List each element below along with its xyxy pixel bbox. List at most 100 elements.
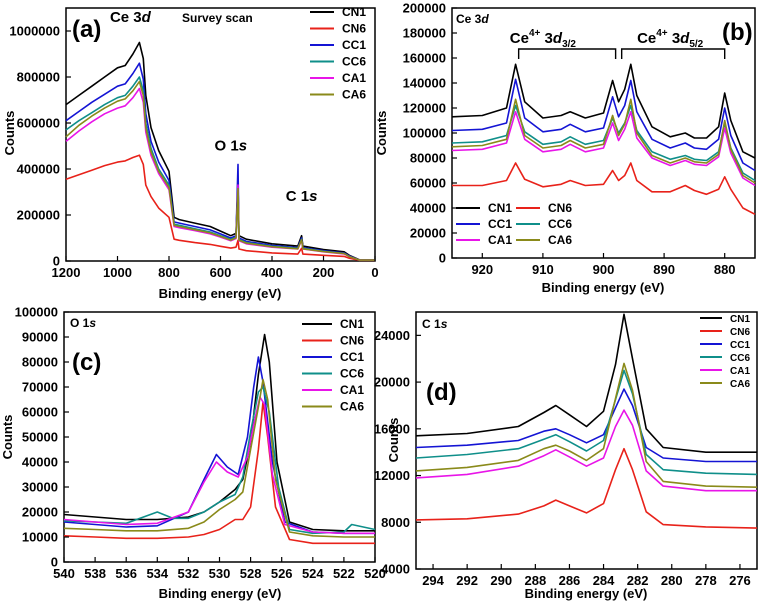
panel-c-title: O 1s (70, 316, 96, 330)
x-tick-label: 600 (210, 265, 232, 280)
legend-label-ca1: CA1 (730, 366, 750, 377)
series-line-cc1 (415, 388, 757, 463)
x-tick-label: 276 (729, 573, 751, 588)
y-tick-label: 140000 (403, 76, 446, 91)
y-tick-label: 70000 (22, 380, 58, 395)
series-line-cc6 (415, 369, 758, 476)
panel-d-letter: (d) (426, 379, 457, 406)
legend-label-cc1: CC1 (340, 350, 364, 364)
series-line-cn6 (452, 162, 756, 216)
panel-b-letter: (b) (722, 19, 753, 46)
legend-label-ca1: CA1 (488, 233, 512, 247)
x-tick-label: 288 (524, 573, 546, 588)
legend-label-ca1: CA1 (340, 383, 364, 397)
panel-a-peak-labels: Ce 3d O 1s C 1s (110, 9, 318, 205)
y-tick-label: 200000 (17, 208, 60, 223)
panel-d-ticks: 294 292 290 288 286 284 282 280 278 276 4000 8000 12… (374, 328, 751, 588)
series-line-ca1 (451, 111, 756, 187)
panel-a-ticks: 1200 1000 800 600 400 200 0 0 200000 400000 600000… (9, 24, 378, 281)
series-line-ca1 (415, 409, 757, 492)
series-line-cn6 (65, 154, 375, 262)
x-tick-label: 880 (714, 262, 736, 277)
peak-label-o1s: O 1s (215, 138, 248, 155)
series-line-cn1 (63, 333, 375, 532)
x-tick-label: 890 (653, 262, 675, 277)
panel-a-title: Survey scan (182, 11, 253, 25)
annotation-label-ce3d52: Ce4+ 3d5/2 (637, 28, 704, 50)
x-tick-label: 294 (422, 573, 444, 588)
panel-b-legend: CN1 CN6 CC1 CC6 CA1 CA6 (456, 201, 572, 247)
panel-d-frame (415, 311, 758, 570)
x-tick-label: 526 (271, 566, 293, 581)
y-tick-label: 800000 (17, 70, 60, 85)
y-tick-label: 90000 (22, 330, 58, 345)
legend-label-cc1: CC1 (730, 340, 750, 351)
panel-b-annotations: Ce4+ 3d3/2 Ce4+ 3d5/2 (510, 28, 726, 59)
y-tick-label: 1000000 (9, 24, 60, 39)
panel-d-c1s-chart: 294 292 290 288 286 284 282 280 278 276 4000 8000 12… (374, 311, 758, 601)
panel-a-y-axis-label: Counts (2, 111, 17, 156)
legend-label-cn6: CN6 (340, 334, 364, 348)
panel-c-frame (63, 311, 376, 563)
y-tick-label: 400000 (17, 162, 60, 177)
y-tick-label: 80000 (22, 355, 58, 370)
panel-b-ticks: 920 910 900 890 880 0 20000 40000 60000 80000 1000… (403, 1, 736, 278)
series-line-cc1 (451, 78, 756, 172)
y-tick-label: 20000 (22, 505, 58, 520)
legend-label-ca6: CA6 (548, 233, 572, 247)
annotation-label-ce3d32: Ce4+ 3d3/2 (510, 28, 577, 50)
panel-c-plot-area (63, 333, 376, 545)
legend-label-cn6: CN6 (342, 22, 366, 36)
panel-d-plot-area (415, 313, 758, 529)
legend-label-ca6: CA6 (730, 379, 750, 390)
legend-label-cn1: CN1 (488, 201, 512, 215)
y-tick-label: 160000 (403, 51, 446, 66)
peak-label-c1s: C 1s (286, 188, 318, 205)
x-tick-label: 800 (158, 265, 180, 280)
y-tick-label: 50000 (22, 430, 58, 445)
x-tick-label: 278 (695, 573, 717, 588)
y-tick-label: 120000 (403, 101, 446, 116)
legend-label-cn6: CN6 (730, 327, 750, 338)
x-tick-label: 400 (261, 265, 283, 280)
panel-b-ce3d-chart: 920 910 900 890 880 0 20000 40000 60000 80000 1000… (374, 1, 756, 295)
legend-label-cn1: CN1 (342, 5, 366, 19)
annotation-bracket-ce3d52 (620, 48, 726, 59)
y-tick-label: 100000 (15, 305, 58, 320)
y-tick-label: 24000 (374, 328, 410, 343)
x-tick-label: 920 (471, 262, 493, 277)
x-tick-label: 520 (364, 566, 386, 581)
x-tick-label: 1000 (103, 265, 132, 280)
x-tick-label: 1200 (52, 265, 81, 280)
x-tick-label: 284 (593, 573, 615, 588)
x-tick-label: 290 (490, 573, 512, 588)
panel-d-title: C 1s (422, 317, 448, 331)
x-tick-label: 0 (371, 265, 378, 280)
y-tick-label: 40000 (410, 201, 446, 216)
series-line-cn6 (63, 401, 375, 545)
panel-a-survey-chart: 1200 1000 800 600 400 200 0 0 200000 400000 600000… (2, 5, 379, 301)
y-tick-label: 80000 (410, 151, 446, 166)
series-line-ca6 (451, 98, 756, 184)
y-tick-label: 0 (53, 254, 60, 269)
panel-b-title: Ce 3d (456, 12, 489, 26)
x-tick-label: 532 (178, 566, 200, 581)
peak-label-ce3d: Ce 3d (110, 9, 152, 26)
x-tick-label: 534 (146, 566, 168, 581)
legend-label-cc1: CC1 (488, 217, 512, 231)
panel-c-ticks: 540 538 536 534 532 530 528 526 524 522 520 0 10000 2… (15, 305, 386, 582)
x-tick-label: 528 (240, 566, 262, 581)
panel-a-plot-area (65, 41, 375, 262)
panel-c-legend: CN1 CN6 CC1 CC6 CA1 CA6 (302, 317, 364, 414)
panel-a-legend: CN1 CN6 CC1 CC6 CA1 CA6 (310, 5, 366, 102)
x-tick-label: 292 (456, 573, 478, 588)
y-tick-label: 100000 (403, 126, 446, 141)
x-tick-label: 540 (53, 566, 75, 581)
legend-label-cn1: CN1 (730, 314, 750, 325)
legend-label-cc6: CC6 (548, 217, 572, 231)
y-tick-label: 600000 (17, 116, 60, 131)
panel-c-x-axis-label: Binding energy (eV) (159, 586, 282, 601)
x-tick-label: 536 (115, 566, 137, 581)
x-tick-label: 280 (661, 573, 683, 588)
